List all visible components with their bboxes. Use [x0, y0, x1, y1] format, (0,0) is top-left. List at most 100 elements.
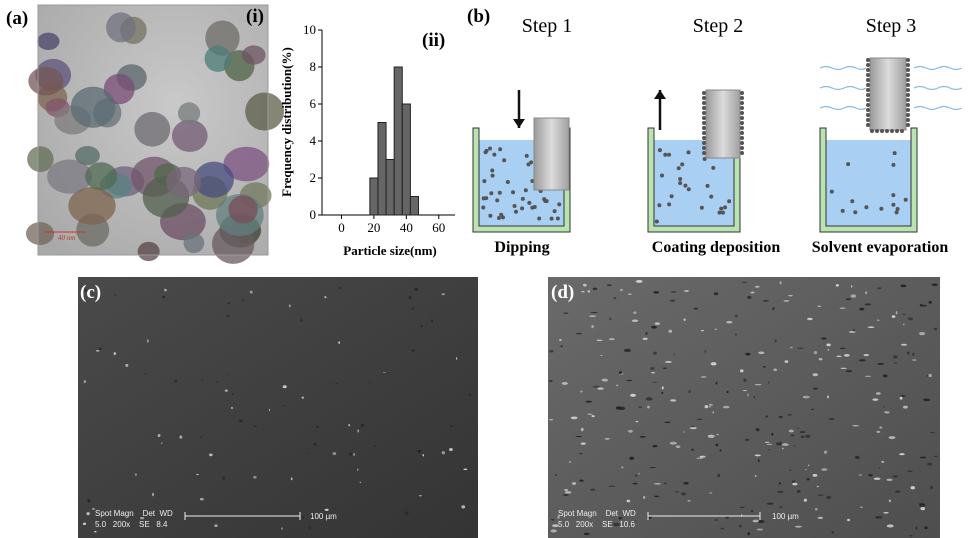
speckle	[755, 384, 762, 385]
bar	[410, 197, 418, 216]
speckle	[782, 448, 783, 450]
speckle	[877, 320, 880, 321]
nanoparticle	[242, 45, 266, 64]
nanoparticle	[138, 242, 160, 261]
particle	[550, 217, 554, 221]
speckle	[670, 442, 677, 445]
speckle	[743, 390, 747, 391]
particle	[658, 148, 662, 152]
subpanel-label: (ii)	[422, 30, 445, 51]
speckle	[607, 284, 612, 286]
speckle	[727, 391, 729, 393]
particle	[866, 68, 870, 72]
speckle	[876, 392, 881, 395]
speckle	[855, 456, 860, 459]
speckle	[442, 451, 445, 454]
speckle	[779, 482, 781, 484]
speckle	[928, 374, 931, 377]
speckle	[654, 496, 659, 497]
speckle	[162, 296, 165, 298]
particle	[864, 205, 868, 209]
speckle	[817, 486, 819, 487]
speckle	[709, 404, 713, 406]
particle	[870, 129, 874, 133]
speckle	[609, 485, 616, 487]
particle	[850, 199, 854, 203]
speckle	[651, 372, 655, 374]
particle	[866, 123, 870, 127]
y-tick-label: 8	[310, 59, 317, 74]
speckle	[899, 453, 905, 455]
speckle	[907, 470, 913, 471]
particle	[866, 98, 870, 102]
speckle	[934, 328, 938, 330]
speckle	[647, 406, 649, 409]
particle	[702, 121, 706, 125]
particle	[906, 108, 910, 112]
nanoparticle	[26, 222, 54, 245]
nanoparticle	[134, 112, 170, 147]
speckle	[860, 507, 863, 508]
x-tick-label: 0	[338, 220, 345, 235]
particle	[537, 217, 541, 221]
particle	[488, 214, 492, 218]
speckle	[865, 303, 872, 305]
particle	[904, 198, 908, 202]
nanoparticle	[166, 167, 201, 198]
speckle	[780, 281, 782, 284]
particle	[891, 163, 895, 167]
speckle	[697, 419, 703, 420]
particle	[740, 91, 744, 95]
speckle	[217, 381, 219, 382]
sem-image	[78, 277, 478, 538]
particle	[727, 199, 731, 203]
speckle	[792, 480, 795, 482]
speckle	[456, 357, 457, 360]
particle	[906, 73, 910, 77]
particle	[502, 158, 506, 162]
particle	[841, 209, 845, 213]
speckle	[782, 443, 789, 446]
speckle	[742, 282, 748, 283]
speckle	[325, 509, 329, 511]
nanoparticle	[28, 67, 63, 96]
particle	[553, 209, 557, 213]
speckle	[650, 367, 654, 370]
speckle	[717, 474, 720, 477]
particle	[678, 181, 682, 185]
particle	[830, 190, 834, 194]
speckle	[670, 399, 676, 401]
nanoparticle	[75, 146, 100, 165]
speckle	[114, 352, 116, 355]
particle	[906, 93, 910, 97]
speckle	[144, 373, 146, 374]
speckle	[865, 291, 867, 294]
speckle	[597, 340, 603, 342]
speckle	[665, 361, 672, 363]
speckle	[645, 332, 648, 335]
speckle	[576, 333, 583, 334]
particle	[702, 146, 706, 150]
speckle	[701, 376, 707, 377]
speckle	[934, 456, 938, 457]
speckle	[779, 416, 783, 418]
speckle	[926, 375, 928, 377]
speckle	[799, 431, 805, 432]
speckle	[859, 308, 864, 311]
speckle	[269, 409, 270, 411]
speckle	[201, 379, 203, 380]
speckle	[827, 395, 829, 398]
particle	[740, 146, 744, 150]
arrow-head	[513, 119, 525, 128]
particle	[740, 121, 744, 125]
panel-label: (a)	[6, 8, 28, 29]
particle	[491, 174, 495, 178]
speckle	[716, 434, 719, 435]
particle	[492, 153, 496, 157]
speckle	[790, 347, 793, 349]
speckle	[735, 333, 737, 335]
nanoparticle	[106, 12, 136, 42]
speckle	[763, 300, 769, 302]
speckle	[927, 463, 932, 466]
particle	[740, 111, 744, 115]
